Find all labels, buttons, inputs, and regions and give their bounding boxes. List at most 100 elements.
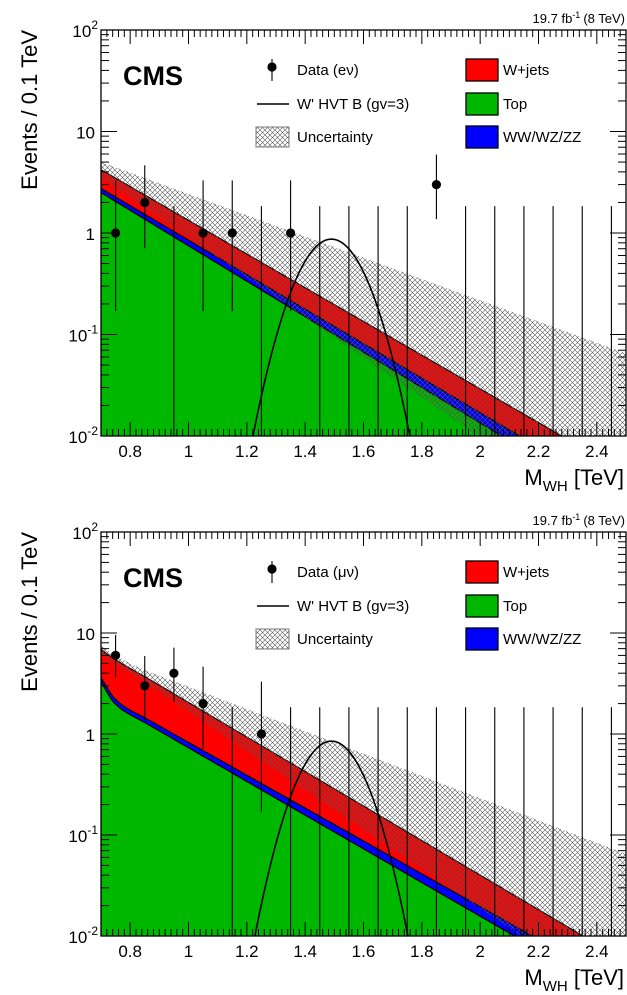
y-tick-base: 10 — [72, 22, 91, 41]
legend-label: WW/WZ/ZZ — [503, 129, 581, 146]
y-tick-label: 1 — [86, 225, 95, 244]
legend-swatch — [465, 125, 499, 149]
x-tick-label: 2.2 — [527, 942, 551, 961]
x-tick-label: 1.4 — [293, 442, 317, 461]
y-tick-base: 10 — [68, 827, 87, 846]
x-tick-label: 2.4 — [585, 442, 609, 461]
y-tick-base: 1 — [86, 726, 95, 745]
legend-data-marker — [267, 564, 277, 574]
legend: Data (μν) W+jets W' HVT B (gv=3) Top Uncerta… — [255, 560, 581, 651]
x-tick-label: 1.2 — [235, 442, 259, 461]
y-axis-title: Events / 0.1 TeV — [17, 30, 42, 190]
luminosity-exponent: -1 — [572, 10, 580, 20]
luminosity-value: 19.7 fb — [533, 11, 573, 26]
energy-label: (8 TeV) — [583, 11, 625, 26]
data-point — [198, 228, 208, 238]
legend-data-marker — [267, 62, 277, 72]
y-tick-base: 1 — [86, 225, 95, 244]
legend-label: WW/WZ/ZZ — [503, 631, 581, 648]
data-point — [198, 698, 208, 709]
plot-area — [101, 634, 626, 936]
y-tick-label: 10-1 — [68, 323, 98, 346]
data-point — [285, 228, 296, 238]
x-tick-label: 1.8 — [410, 442, 434, 461]
chart-panel-1: 0.8 1 1.2 1.4 1.6 1.8 2 2.2 2.410-210-1110102Eve… — [17, 10, 627, 495]
top-stack-area — [101, 680, 516, 936]
data-point — [256, 729, 267, 739]
y-tick-base: 10 — [68, 428, 87, 447]
y-axis-title: Events / 0.1 TeV — [17, 532, 42, 692]
luminosity-label: 19.7 fb-1 (8 TeV) — [533, 512, 625, 528]
legend-label: W+jets — [503, 62, 549, 79]
x-tick-label: 2 — [475, 442, 484, 461]
legend-label: Data (eν) — [297, 62, 359, 79]
luminosity-exponent: -1 — [572, 512, 580, 522]
x-axis-title-main: M — [524, 965, 542, 990]
x-axis-title: MWH [TeV] — [524, 965, 624, 995]
y-tick-base: 10 — [68, 327, 87, 346]
x-tick-label: 1.8 — [410, 942, 434, 961]
y-tick-label: 10-1 — [68, 823, 98, 846]
y-tick-label: 10-2 — [68, 924, 98, 947]
cms-label: CMS — [123, 61, 183, 91]
y-axis-ticks — [101, 34, 626, 437]
y-tick-exponent: 2 — [91, 18, 98, 32]
signal-curve — [254, 740, 409, 936]
plot-area — [101, 154, 626, 436]
x-axis-title-sub: WH — [543, 978, 568, 995]
y-tick-label: 102 — [72, 520, 98, 543]
legend-swatch — [465, 560, 499, 584]
legend-swatch — [465, 58, 499, 82]
y-tick-exponent: -1 — [87, 823, 98, 837]
x-tick-label: 2.2 — [527, 442, 551, 461]
y-axis-ticks — [101, 536, 626, 937]
legend-label: Uncertainty — [297, 631, 373, 648]
legend-label: W' HVT B (gv=3) — [297, 96, 409, 113]
x-axis-ticks — [106, 30, 621, 436]
luminosity-value: 19.7 fb — [533, 513, 573, 528]
y-tick-exponent: -2 — [87, 924, 98, 938]
x-tick-label: 0.8 — [118, 442, 142, 461]
x-tick-label: 1 — [184, 442, 193, 461]
data-point — [140, 197, 150, 208]
luminosity-label: 19.7 fb-1 (8 TeV) — [533, 10, 625, 26]
legend-uncertainty-swatch — [255, 628, 290, 650]
data-point — [431, 179, 442, 190]
legend-swatch — [465, 627, 499, 651]
y-tick-exponent: -2 — [87, 424, 98, 438]
y-tick-label: 102 — [72, 18, 98, 41]
legend-swatch — [465, 92, 499, 116]
legend-label: Data (μν) — [297, 564, 359, 581]
cms-label: CMS — [123, 563, 183, 593]
y-tick-base: 10 — [72, 524, 91, 543]
signal-curve — [252, 238, 411, 436]
x-tick-label: 1 — [184, 942, 193, 961]
legend-swatch — [465, 594, 499, 618]
x-axis-ticks — [106, 532, 621, 936]
data-point — [227, 228, 237, 238]
legend-label: W' HVT B (gv=3) — [297, 598, 409, 615]
y-tick-label: 10 — [76, 124, 95, 143]
x-axis-title-main: M — [524, 465, 542, 490]
y-tick-label: 10 — [76, 625, 95, 644]
data-point — [110, 650, 121, 661]
y-tick-exponent: -1 — [87, 323, 98, 337]
y-tick-base: 10 — [76, 625, 95, 644]
y-tick-label: 1 — [86, 726, 95, 745]
y-tick-base: 10 — [76, 124, 95, 143]
x-tick-label: 1.2 — [235, 942, 259, 961]
data-point — [169, 668, 179, 678]
legend-uncertainty-swatch — [255, 126, 290, 148]
chart-panel-2: 0.8 1 1.2 1.4 1.6 1.8 2 2.2 2.410-210-1110102Eve… — [17, 512, 627, 995]
x-tick-label: 1.6 — [352, 442, 376, 461]
legend: Data (eν) W+jets W' HVT B (gv=3) Top Uncerta… — [255, 58, 581, 149]
legend-label: Uncertainty — [297, 129, 373, 146]
y-tick-exponent: 2 — [91, 520, 98, 534]
legend-label: Top — [503, 598, 527, 615]
legend-label: W+jets — [503, 564, 549, 581]
y-tick-base: 10 — [68, 928, 87, 947]
x-axis-title-unit: [TeV] — [568, 965, 624, 990]
y-tick-label: 10-2 — [68, 424, 98, 447]
x-axis-title-unit: [TeV] — [568, 465, 624, 490]
